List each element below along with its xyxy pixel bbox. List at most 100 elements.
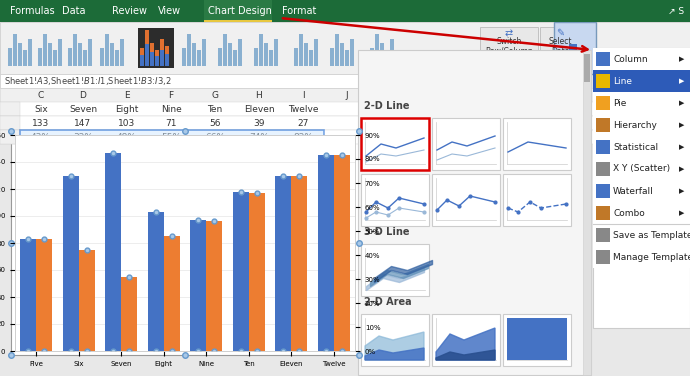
Text: 103: 103 — [119, 118, 136, 127]
Text: Nine: Nine — [161, 105, 181, 114]
Bar — [314, 39, 318, 66]
Bar — [432, 314, 500, 366]
Bar — [350, 39, 354, 66]
Text: Data: Data — [62, 6, 86, 16]
Bar — [390, 39, 394, 66]
Bar — [238, 39, 242, 66]
Bar — [218, 48, 222, 66]
Text: ▶: ▶ — [680, 78, 684, 84]
Bar — [596, 206, 610, 220]
Bar — [583, 50, 591, 375]
Text: Six: Six — [34, 105, 48, 114]
Bar — [48, 42, 52, 66]
Bar — [0, 130, 690, 144]
Bar — [596, 74, 610, 88]
Bar — [190, 220, 206, 351]
Text: Review: Review — [112, 6, 147, 16]
Bar — [0, 74, 555, 88]
Bar — [264, 42, 268, 66]
Text: Format: Format — [282, 6, 317, 16]
Bar — [115, 50, 119, 66]
Text: J: J — [346, 91, 348, 100]
Bar — [192, 42, 196, 66]
Text: ⇄: ⇄ — [505, 28, 513, 38]
Bar — [330, 48, 334, 66]
Bar — [150, 52, 154, 66]
Bar — [335, 33, 339, 66]
Bar — [105, 153, 121, 351]
Bar — [100, 48, 104, 66]
Bar — [0, 0, 690, 22]
Bar — [593, 246, 690, 268]
Bar — [380, 42, 384, 66]
Bar — [593, 224, 690, 246]
Text: C: C — [38, 91, 44, 100]
Bar — [503, 314, 571, 366]
Bar — [165, 46, 169, 66]
Bar — [0, 130, 20, 144]
Text: Eight: Eight — [115, 105, 139, 114]
Text: 66%: 66% — [205, 132, 225, 141]
Text: ▶: ▶ — [680, 122, 684, 128]
Text: H: H — [255, 91, 262, 100]
Text: G: G — [212, 91, 219, 100]
Bar — [0, 116, 690, 130]
Bar — [593, 202, 690, 224]
Bar — [233, 192, 249, 351]
Bar — [78, 42, 82, 66]
Text: Seven: Seven — [69, 105, 97, 114]
Bar — [138, 28, 174, 68]
Text: 48%: 48% — [117, 132, 137, 141]
Text: Save as Template...: Save as Template... — [613, 230, 690, 240]
Bar — [593, 70, 690, 92]
Text: Hierarchy: Hierarchy — [613, 120, 657, 129]
Bar — [13, 33, 17, 66]
Text: Chart Design: Chart Design — [208, 6, 272, 16]
Bar — [596, 140, 610, 154]
Bar — [121, 277, 137, 351]
Text: Combo: Combo — [613, 209, 644, 217]
Bar — [361, 118, 429, 170]
Bar — [8, 48, 12, 66]
Bar — [204, 0, 272, 22]
Text: ▶: ▶ — [680, 100, 684, 106]
Bar — [160, 39, 164, 66]
Bar — [28, 39, 32, 66]
Bar — [0, 102, 20, 116]
Text: Line: Line — [613, 76, 632, 85]
Bar — [223, 33, 227, 66]
Text: ✎: ✎ — [556, 28, 564, 38]
Bar — [503, 174, 571, 226]
Bar — [53, 50, 57, 66]
Bar — [18, 42, 22, 66]
Bar — [375, 33, 379, 66]
Bar — [275, 176, 291, 351]
Text: Pie: Pie — [613, 99, 627, 108]
Bar — [0, 88, 690, 144]
Bar — [110, 42, 114, 66]
Bar — [83, 50, 87, 66]
Polygon shape — [436, 328, 495, 360]
Bar — [334, 155, 350, 351]
Text: 56: 56 — [209, 118, 221, 127]
Bar — [233, 50, 237, 66]
Text: 133: 133 — [32, 118, 50, 127]
Bar — [309, 50, 313, 66]
Bar — [155, 50, 159, 66]
Bar — [38, 48, 42, 66]
Text: 74%: 74% — [249, 132, 269, 141]
Text: ↗ S: ↗ S — [668, 6, 684, 15]
Text: Data: Data — [551, 47, 569, 56]
Bar — [23, 50, 27, 66]
Bar — [358, 50, 591, 375]
Text: Waterfall: Waterfall — [613, 186, 653, 196]
Bar — [345, 50, 349, 66]
Bar — [228, 42, 232, 66]
Text: D: D — [79, 91, 86, 100]
Bar — [593, 114, 690, 136]
Text: 32%: 32% — [73, 132, 93, 141]
Bar — [593, 92, 690, 114]
Bar — [0, 116, 20, 130]
Bar — [37, 239, 52, 351]
Bar — [206, 221, 222, 351]
